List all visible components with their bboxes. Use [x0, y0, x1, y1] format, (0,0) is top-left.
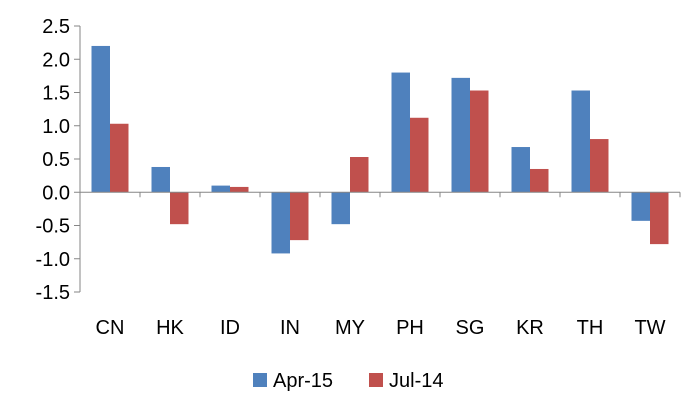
y-tick-label: -1.5 — [36, 282, 70, 304]
bar-sg-series-1 — [451, 77, 470, 193]
bar-kr-series-1 — [511, 147, 530, 193]
x-tick-label: CN — [96, 317, 125, 339]
bar-tw-series-2 — [650, 192, 669, 245]
y-tick-label: -1.0 — [36, 249, 70, 271]
legend-label-series-1: Apr-15 — [273, 370, 333, 392]
bar-in-series-1 — [271, 192, 290, 254]
bar-in-series-2 — [290, 192, 309, 241]
bar-id-series-1 — [211, 185, 230, 193]
bar-kr-series-2 — [530, 168, 549, 193]
y-tick-label: 1.0 — [42, 116, 70, 138]
x-tick-label: ID — [220, 317, 240, 339]
bar-sg-series-2 — [470, 90, 489, 193]
x-axis: CN HK ID IN MY PH SG KR TH TW — [79, 191, 681, 339]
y-tick-label: 2.0 — [42, 49, 70, 71]
bar-my-series-2 — [350, 157, 369, 193]
x-tick-label: TW — [634, 317, 665, 339]
bar-my-series-1 — [331, 192, 350, 225]
y-tick-label: 1.5 — [42, 83, 70, 105]
bar-id-series-2 — [230, 186, 249, 193]
bar-cn-series-2 — [110, 123, 129, 193]
legend-swatch-series-1 — [253, 373, 267, 387]
bar-th-series-1 — [571, 90, 590, 193]
x-tick-label: KR — [516, 317, 544, 339]
bar-th-series-2 — [590, 139, 609, 193]
x-tick-label: SG — [456, 317, 485, 339]
y-tick-label: -0.5 — [36, 216, 70, 238]
bar-hk-series-1 — [151, 166, 170, 193]
y-tick-label: 2.5 — [42, 16, 70, 38]
legend-swatch-series-2 — [369, 373, 383, 387]
x-tick-label: PH — [396, 317, 424, 339]
y-axis: 2.5 2.0 1.5 1.0 0.5 0.0 -0.5 -1.0 -1.5 — [36, 16, 81, 304]
x-tick-label: HK — [156, 317, 184, 339]
y-tick-label: 0.0 — [42, 182, 70, 204]
legend: Apr-15 Jul-14 — [253, 370, 443, 392]
x-tick-label: MY — [335, 317, 365, 339]
x-tick-label: IN — [280, 317, 300, 339]
bars — [91, 45, 669, 254]
bar-cn-series-1 — [91, 45, 110, 193]
y-tick-label: 0.5 — [42, 149, 70, 171]
legend-label-series-2: Jul-14 — [389, 370, 443, 392]
bar-hk-series-2 — [170, 192, 189, 225]
x-tick-label: TH — [577, 317, 604, 339]
bar-ph-series-2 — [410, 117, 429, 193]
bar-ph-series-1 — [391, 72, 410, 193]
bar-tw-series-1 — [631, 192, 650, 221]
